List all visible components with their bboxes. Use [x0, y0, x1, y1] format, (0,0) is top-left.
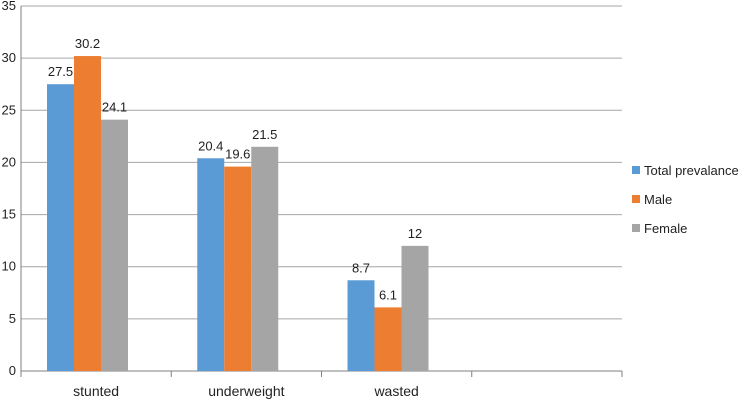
y-tick-label: 10 — [2, 259, 16, 274]
data-label: 8.7 — [352, 260, 370, 275]
y-axis: 0 5 10 15 20 25 30 35 — [2, 0, 22, 378]
bar — [47, 84, 74, 371]
x-tick-label: underweight — [208, 383, 284, 399]
legend: Total prevalance Male Female — [632, 163, 739, 236]
y-tick-label: 35 — [2, 0, 16, 13]
data-label: 27.5 — [48, 64, 73, 79]
data-label: 21.5 — [252, 127, 277, 142]
bar — [347, 280, 375, 371]
bar — [401, 245, 429, 371]
data-label: 20.4 — [198, 138, 223, 153]
x-tick-label: stunted — [73, 383, 119, 399]
legend-label: Male — [644, 192, 672, 207]
data-labels: 27.530.2 24.1 20.419.621.5 8.7 6.1 12 — [48, 36, 422, 302]
y-tick-label: 15 — [2, 207, 16, 222]
data-label: 24.1 — [102, 100, 127, 115]
data-label: 19.6 — [225, 147, 250, 162]
data-label: 12 — [408, 226, 422, 241]
data-label: 6.1 — [379, 287, 397, 302]
x-tick-label: wasted — [373, 383, 418, 399]
bar — [374, 307, 402, 371]
y-tick-label: 20 — [2, 154, 16, 169]
data-label: 30.2 — [75, 36, 100, 51]
bars — [47, 56, 429, 372]
y-tick-label: 30 — [2, 50, 16, 65]
bar — [224, 166, 252, 371]
bar — [197, 158, 225, 371]
bar — [251, 146, 279, 371]
y-tick-label: 25 — [2, 102, 16, 117]
legend-label: Total prevalance — [644, 163, 739, 178]
bar — [101, 119, 128, 372]
legend-swatch — [632, 224, 640, 232]
bar — [74, 56, 101, 372]
y-tick-label: 0 — [9, 363, 16, 378]
legend-swatch — [632, 166, 640, 174]
legend-label: Female — [644, 221, 687, 236]
legend-swatch — [632, 195, 640, 203]
x-axis: stunted underweight wasted — [20, 370, 623, 399]
y-tick-label: 5 — [9, 311, 16, 326]
